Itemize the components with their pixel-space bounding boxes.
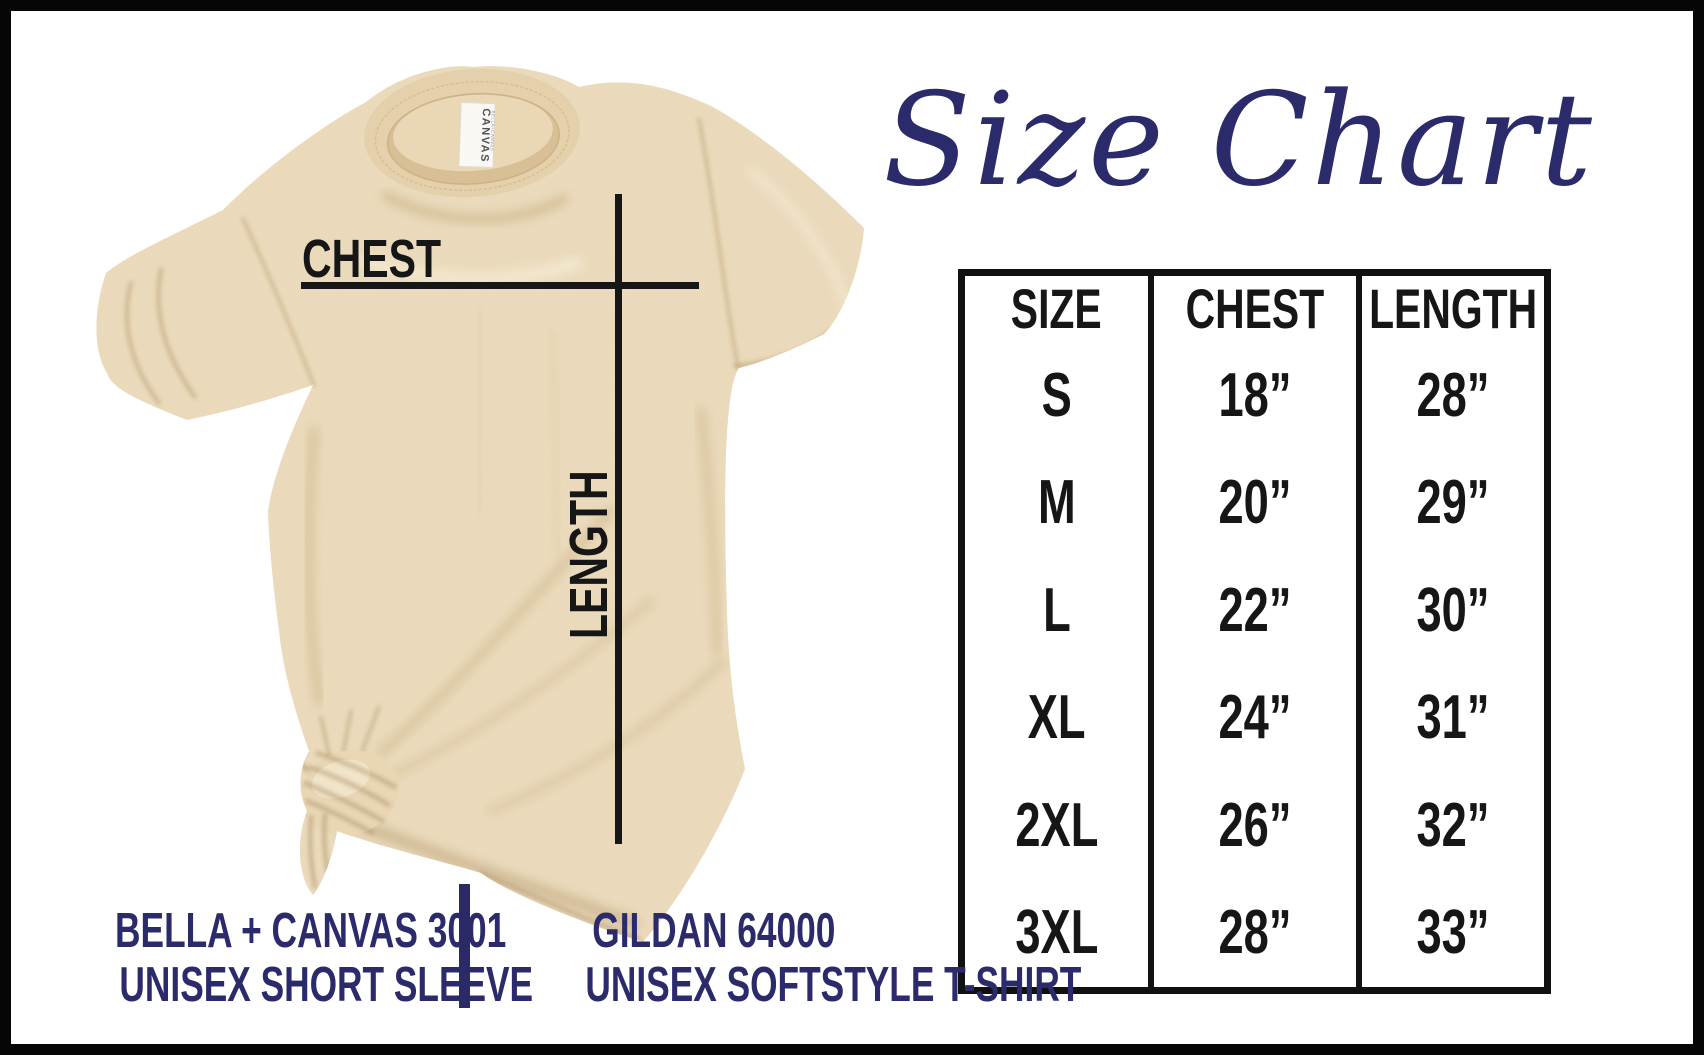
table-cell-size: L — [965, 557, 1154, 665]
table-cell-chest: 18” — [1154, 342, 1362, 450]
footer-divider — [459, 884, 470, 1008]
table-cell-length: 32” — [1416, 790, 1490, 860]
size-table: SIZE CHEST LENGTH S 18” 28” M 20” 29” L … — [958, 269, 1551, 994]
measurement-overlay: CHEST LENGTH — [301, 194, 699, 844]
table-cell-size: M — [965, 449, 1154, 557]
footer-right-line1: GILDAN 64000 — [592, 904, 836, 958]
table-cell-size: 2XL — [965, 772, 1154, 880]
chest-measure-line — [301, 282, 699, 289]
table-cell-length: 31” — [1416, 683, 1490, 753]
table-cell-length: 33” — [1416, 898, 1490, 968]
footer-left-line2: UNISEX SHORT SLEEVE — [119, 958, 534, 1012]
footer-left-product: BELLA + CANVAS 3001 UNISEX SHORT SLEEVE — [39, 904, 534, 1012]
neck-label-brand: CANVAS — [478, 108, 492, 163]
footer-right-line2: UNISEX SOFTSTYLE T-SHIRT — [585, 958, 1082, 1012]
chest-line-label: CHEST — [302, 230, 441, 290]
page-title: Size Chart — [883, 66, 1595, 215]
table-cell-chest: 22” — [1154, 557, 1362, 665]
footer-right-product: GILDAN 64000 UNISEX SOFTSTYLE T-SHIRT — [489, 904, 1082, 1012]
table-cell-length: 29” — [1416, 468, 1490, 538]
table-cell-size: S — [965, 342, 1154, 450]
table-cell-chest: 26” — [1154, 772, 1362, 880]
tshirt-photo: CANVAS BELLA+CANVAS CHEST LENGTH — [96, 66, 865, 943]
footer-left-line1: BELLA + CANVAS 3001 — [115, 904, 507, 958]
table-header-length: LENGTH — [1368, 277, 1538, 340]
table-cell-chest: 24” — [1154, 664, 1362, 772]
table-cell-length: 28” — [1416, 360, 1490, 430]
table-cell-size: 3XL — [965, 879, 1154, 987]
table-cell-size: XL — [965, 664, 1154, 772]
length-measure-line — [615, 194, 622, 844]
table-header-chest: CHEST — [1154, 276, 1362, 342]
table-cell-chest: 28” — [1154, 879, 1362, 987]
neck-label: CANVAS BELLA+CANVAS — [458, 101, 496, 169]
length-line-label: LENGTH — [560, 470, 620, 639]
table-header-size: SIZE — [965, 276, 1154, 342]
table-cell-length: 30” — [1416, 575, 1490, 645]
neck-label-sub: BELLA+CANVAS — [489, 110, 495, 151]
tshirt-body: CANVAS BELLA+CANVAS — [96, 66, 865, 943]
table-cell-chest: 20” — [1154, 449, 1362, 557]
